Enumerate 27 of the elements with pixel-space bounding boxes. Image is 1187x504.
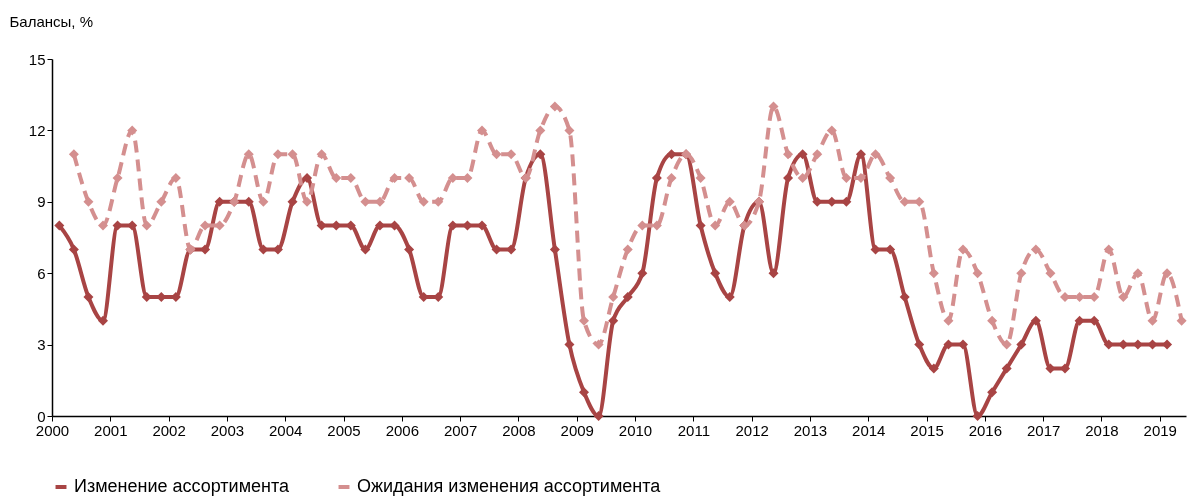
x-tick-label: 2019 — [1143, 421, 1177, 439]
x-tick-label: 2016 — [968, 421, 1003, 439]
x-tick-label: 2014 — [852, 421, 886, 439]
x-tick-label: 2012 — [735, 421, 769, 439]
y-tick-label: 9 — [37, 193, 46, 211]
y-axis-title: Балансы, % — [9, 12, 94, 30]
x-tick-label: 2007 — [443, 421, 478, 439]
x-tick-label: 2015 — [910, 421, 944, 439]
y-tick-label: 3 — [37, 336, 46, 354]
x-tick-label: 2004 — [269, 421, 303, 439]
x-tick-label: 2001 — [94, 421, 128, 439]
x-tick-label: 2008 — [502, 421, 536, 439]
x-tick-label: 2013 — [793, 421, 828, 439]
y-tick-label: 12 — [28, 121, 46, 139]
x-tick-label: 2011 — [677, 421, 710, 439]
x-tick-label: 2018 — [1085, 421, 1119, 439]
legend-label: Ожидания изменения ассортимента — [357, 476, 662, 496]
y-tick-label: 15 — [28, 50, 46, 68]
x-tick-label: 2009 — [560, 421, 594, 439]
y-tick-label: 6 — [37, 264, 46, 282]
x-tick-label: 2005 — [327, 421, 361, 439]
x-tick-label: 2006 — [385, 421, 420, 439]
x-tick-label: 2003 — [210, 421, 245, 439]
x-tick-label: 2017 — [1026, 421, 1061, 439]
x-tick-label: 2002 — [152, 421, 186, 439]
x-tick-label: 2010 — [618, 421, 653, 439]
legend-label: Изменение ассортимента — [74, 476, 291, 496]
